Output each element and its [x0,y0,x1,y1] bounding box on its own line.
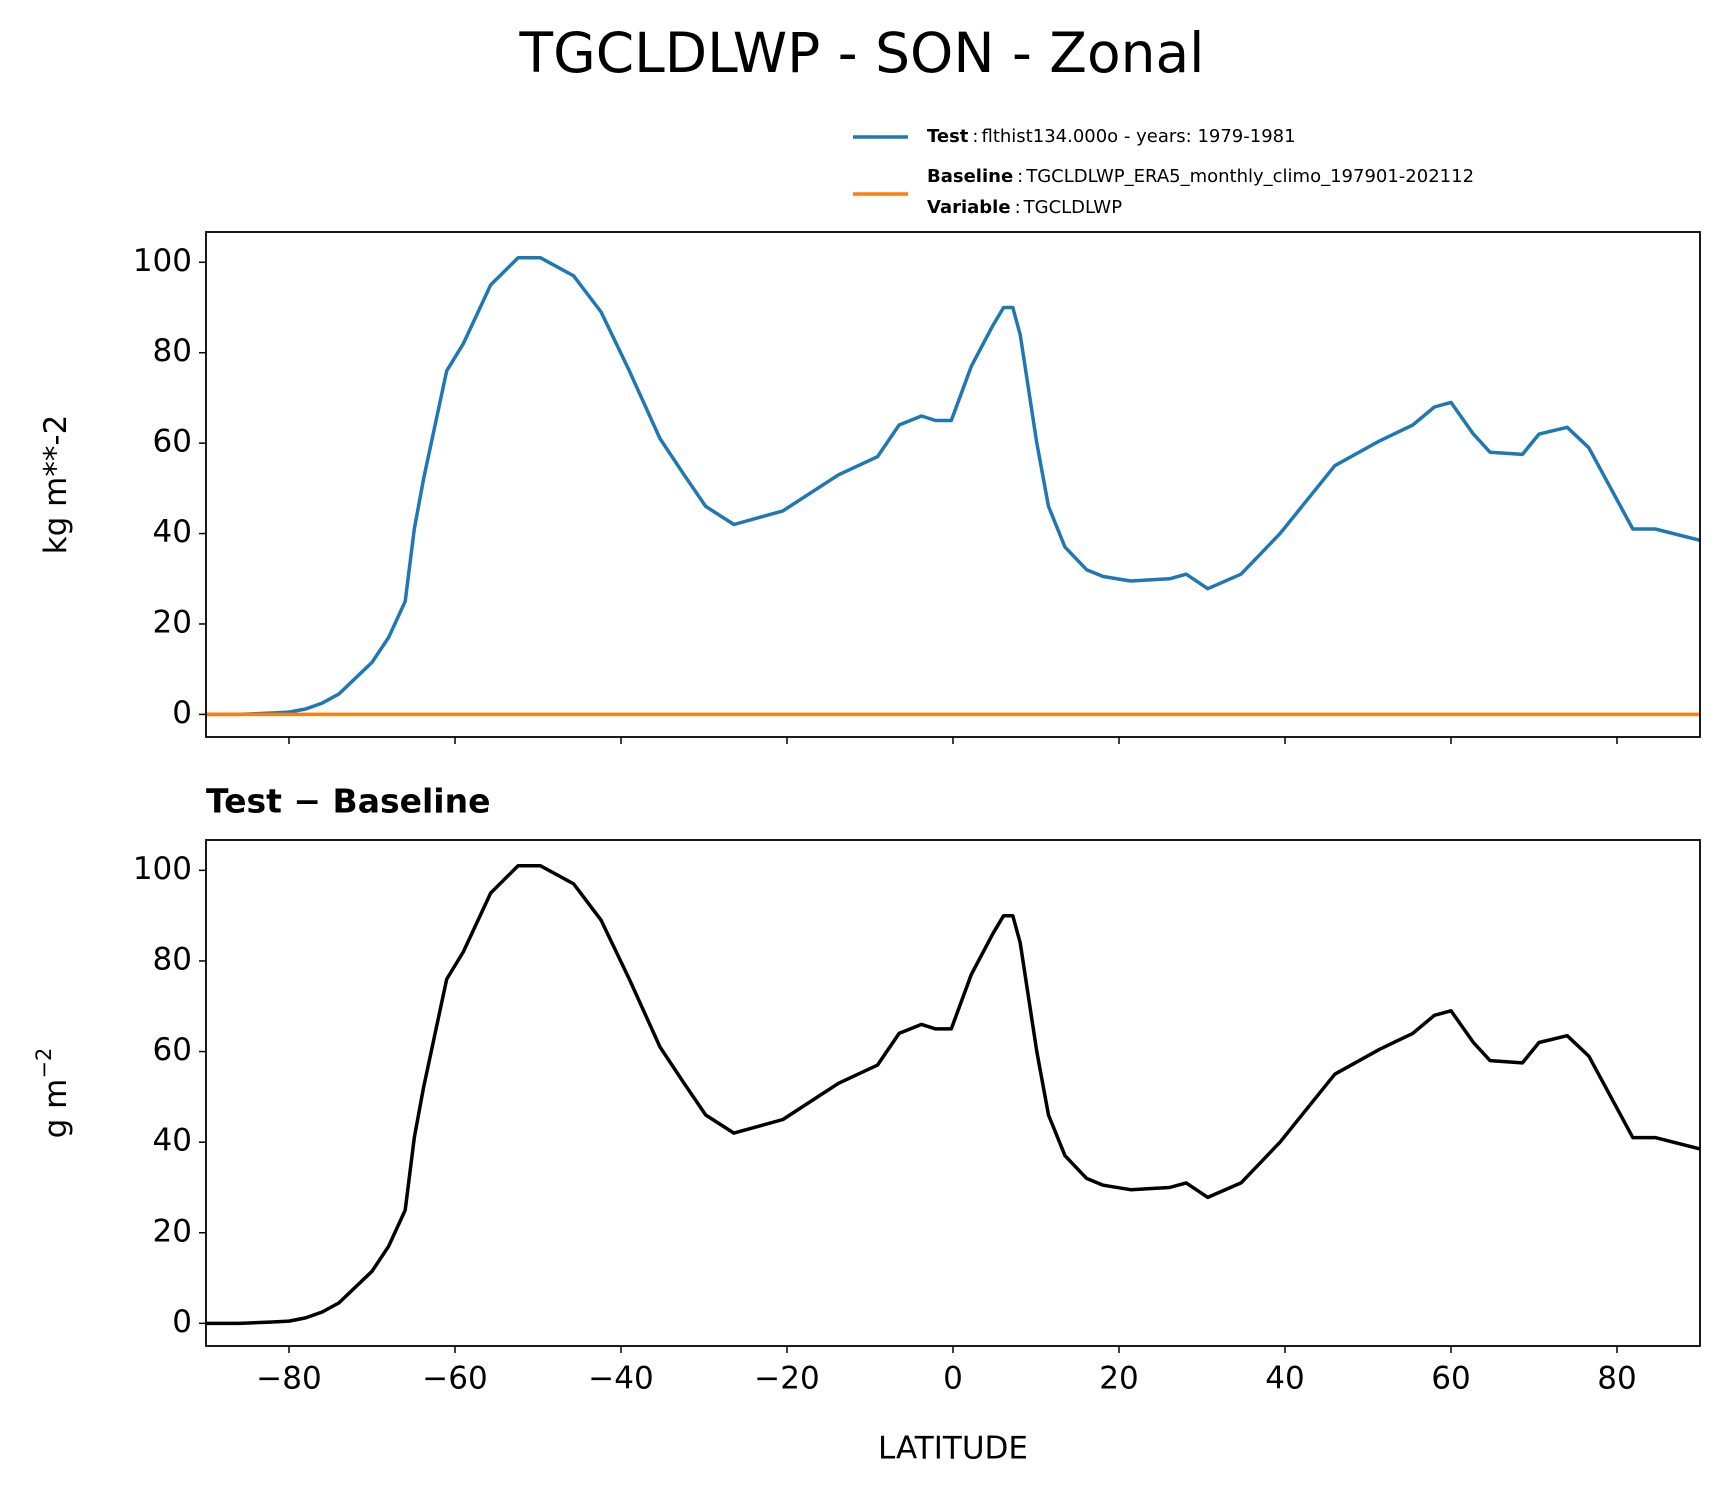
y-tick-label: 20 [153,1213,192,1249]
y-tick-label: 0 [172,695,192,731]
x-tick-label: −20 [754,1361,819,1397]
legend-description: flthist134.000o - years: 1979-1981 [982,126,1296,147]
legend-note-key: Variable [927,197,1011,218]
legend-name: Baseline [927,166,1013,187]
y-tick-label: 80 [153,333,192,369]
y-tick-label: 60 [153,1032,192,1068]
legend-separator: : [1015,197,1021,218]
legend-separator: : [1017,166,1023,187]
y-tick-label: 20 [153,604,192,640]
y-tick-label: 100 [133,851,192,887]
legend-note: Variable: TGCLDLWP [927,197,1122,218]
axes-frame [205,839,1701,1347]
x-tick-label: −80 [256,1361,321,1397]
legend-note-text: TGCLDLWP [1023,197,1123,218]
x-tick-label: 80 [1597,1361,1636,1397]
y-axis-label-exponent: −2 [32,1048,56,1079]
y-tick-label: 40 [153,1123,192,1159]
x-tick-label: −60 [422,1361,487,1397]
figure-title: TGCLDLWP - SON - Zonal [519,21,1205,85]
y-axis-label: g m−2 [32,1048,74,1139]
x-tick-label: 40 [1265,1361,1304,1397]
y-tick-label: 0 [172,1304,192,1340]
x-tick-label: −40 [588,1361,653,1397]
x-tick-label: 20 [1099,1361,1138,1397]
y-tick-label: 60 [153,424,192,460]
legend-name: Test [927,126,969,147]
y-tick-label: 80 [153,941,192,977]
y-axis-label-text: g m [38,1079,74,1139]
x-axis-label: LATITUDE [878,1431,1028,1467]
x-tick-label: 60 [1431,1361,1470,1397]
y-tick-label: 40 [153,514,192,550]
axes-frame [205,231,1701,738]
legend-label: Baseline: TGCLDLWP_ERA5_monthly_climo_197… [927,166,1474,187]
data-line [206,864,1700,1326]
y-axis-label-text: kg m**-2 [38,415,74,555]
legend-separator: : [972,126,978,147]
y-axis-label: kg m**-2 [38,415,74,555]
data-line [206,256,1700,717]
legend-description: TGCLDLWP_ERA5_monthly_climo_197901-20211… [1025,166,1474,187]
y-tick-label: 100 [133,243,192,279]
legend-label: Test: flthist134.000o - years: 1979-1981 [927,126,1296,147]
subplot-title: Test − Baseline [206,782,491,821]
x-tick-label: 0 [943,1361,963,1397]
